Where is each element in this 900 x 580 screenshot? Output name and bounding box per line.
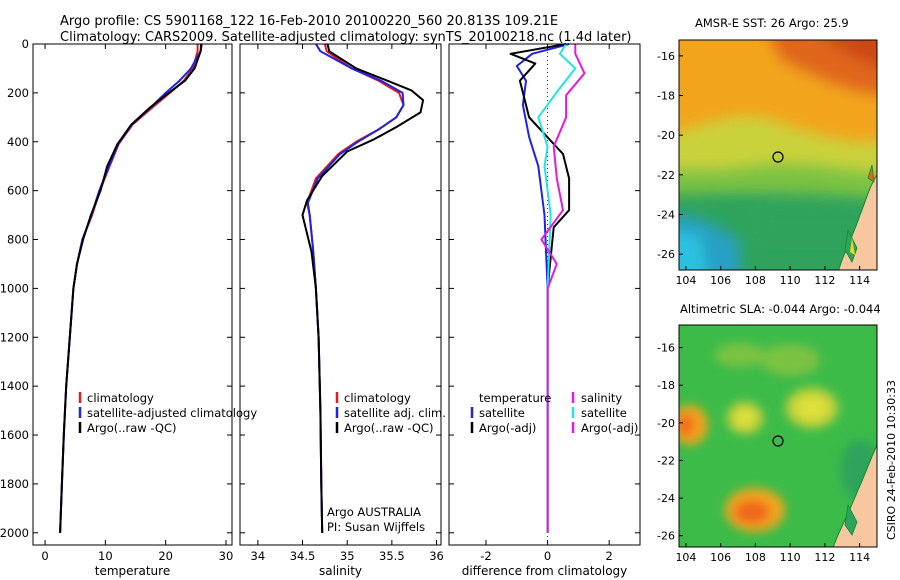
legend-label: temperature — [479, 391, 551, 405]
y-tick-label: 1600 — [0, 428, 29, 442]
sst-map-frame — [678, 39, 878, 271]
map-x-tick-label: 112 — [814, 551, 835, 564]
series-line-3 — [59, 43, 203, 533]
sla-map-frame — [678, 324, 878, 548]
x-tick-label: 30 — [219, 549, 234, 563]
series-line-1 — [59, 44, 199, 533]
map-x-tick-label: 106 — [710, 551, 731, 564]
sla-float-marker — [772, 435, 784, 447]
map-y-tick-label: -24 — [657, 208, 675, 221]
map-y-tick-label: -26 — [657, 248, 675, 261]
series-line-4 — [540, 44, 586, 533]
axes-frame — [448, 43, 641, 546]
map-y-tick-label: -20 — [657, 417, 675, 430]
legend-label: salinity — [581, 391, 622, 405]
sst-map — [678, 39, 878, 271]
map-y-tick-label: -24 — [657, 492, 675, 505]
legend-label: Argo(..raw -QC) — [344, 421, 434, 435]
map-y-tick-label: -16 — [657, 50, 675, 63]
legend-label: satellite — [479, 406, 525, 420]
sla-field-features — [679, 343, 877, 532]
axes-frame — [32, 43, 233, 546]
x-tick-label: 2 — [606, 549, 613, 563]
legend-label: climatology — [344, 391, 411, 405]
legend-label: climatology — [87, 391, 154, 405]
legend-label: Argo(-adj) — [479, 421, 536, 435]
sst-field-bands — [679, 40, 877, 270]
legend-label: satellite adj. clim. — [344, 406, 446, 420]
y-tick-label: 0 — [22, 37, 29, 51]
series-line-3 — [537, 43, 577, 533]
map-x-tick-label: 108 — [745, 551, 766, 564]
chart-panel-2: 34 34.5 35 35.5 36 salinity climatologysatelli… — [239, 43, 446, 578]
x-tick-label: 35.5 — [379, 549, 405, 563]
x-axis-label: difference from climatology — [462, 564, 628, 578]
sst-map-title: AMSR-E SST: 26 Argo: 25.9 — [695, 16, 849, 30]
map-x-tick-label: 108 — [745, 274, 766, 287]
map-x-tick-label: 110 — [780, 274, 801, 287]
map-x-tick-label: 104 — [675, 274, 696, 287]
x-axis-label: salinity — [319, 564, 362, 578]
series-line-2 — [59, 43, 203, 533]
map-x-tick-label: 110 — [780, 551, 801, 564]
series-line-2 — [509, 43, 571, 533]
y-tick-label: 1200 — [0, 330, 29, 344]
agency-label: Argo AUSTRALIA — [327, 505, 421, 519]
series-line-3 — [301, 43, 425, 533]
map-y-tick-label: -22 — [657, 454, 675, 467]
map-x-tick-label: 114 — [849, 274, 870, 287]
x-tick-label: 35 — [340, 549, 355, 563]
x-tick-label: -2 — [480, 549, 491, 563]
pi-label: PI: Susan Wijffels — [327, 520, 425, 534]
axes-frame — [239, 43, 442, 546]
sla-map-title: Altimetric SLA: -0.044 Argo: -0.044 — [680, 302, 881, 316]
y-tick-label: 800 — [7, 233, 29, 247]
y-tick-label: 200 — [7, 86, 29, 100]
series-line-2 — [306, 43, 405, 533]
series-line-1 — [515, 43, 570, 533]
x-tick-label: 0 — [41, 549, 48, 563]
legend-label: Argo(-adj) — [581, 421, 638, 435]
sla-map — [678, 324, 878, 548]
x-tick-label: 36 — [429, 549, 444, 563]
x-tick-label: 0 — [544, 549, 551, 563]
map-x-tick-label: 112 — [814, 274, 835, 287]
legend-label: Argo(..raw -QC) — [87, 421, 177, 435]
map-y-tick-label: -18 — [657, 90, 675, 103]
y-tick-label: 600 — [7, 184, 29, 198]
x-tick-label: 34.5 — [290, 549, 316, 563]
map-y-tick-label: -16 — [657, 342, 675, 355]
legend-label: satellite-adjusted climatology — [87, 406, 257, 420]
map-y-tick-label: -18 — [657, 379, 675, 392]
y-tick-label: 1400 — [0, 379, 29, 393]
chart-panel-1: 0 10 20 30 0 200 400 600 800 1000 1200 1400 1600 1800… — [0, 37, 257, 578]
y-tick-label: 1800 — [0, 477, 29, 491]
map-y-tick-label: -26 — [657, 530, 675, 543]
y-tick-label: 1000 — [0, 281, 29, 295]
map-x-tick-label: 104 — [675, 551, 696, 564]
map-x-tick-label: 114 — [849, 551, 870, 564]
y-tick-label: 400 — [7, 135, 29, 149]
x-tick-label: 10 — [98, 549, 113, 563]
plot-title-line1: Argo profile: CS 5901168_122 16-Feb-2010… — [60, 14, 559, 29]
y-tick-label: 2000 — [0, 526, 29, 540]
map-y-tick-label: -20 — [657, 129, 675, 142]
map-y-tick-label: -22 — [657, 169, 675, 182]
plot-title-line2: Climatology: CARS2009. Satellite-adjuste… — [60, 30, 632, 45]
sst-float-marker — [772, 151, 784, 163]
sla-land — [832, 444, 877, 547]
x-tick-label: 34 — [251, 549, 266, 563]
map-x-tick-label: 106 — [710, 274, 731, 287]
x-tick-label: 20 — [158, 549, 173, 563]
x-axis-label: temperature — [95, 564, 170, 578]
legend-label: satellite — [581, 406, 627, 420]
